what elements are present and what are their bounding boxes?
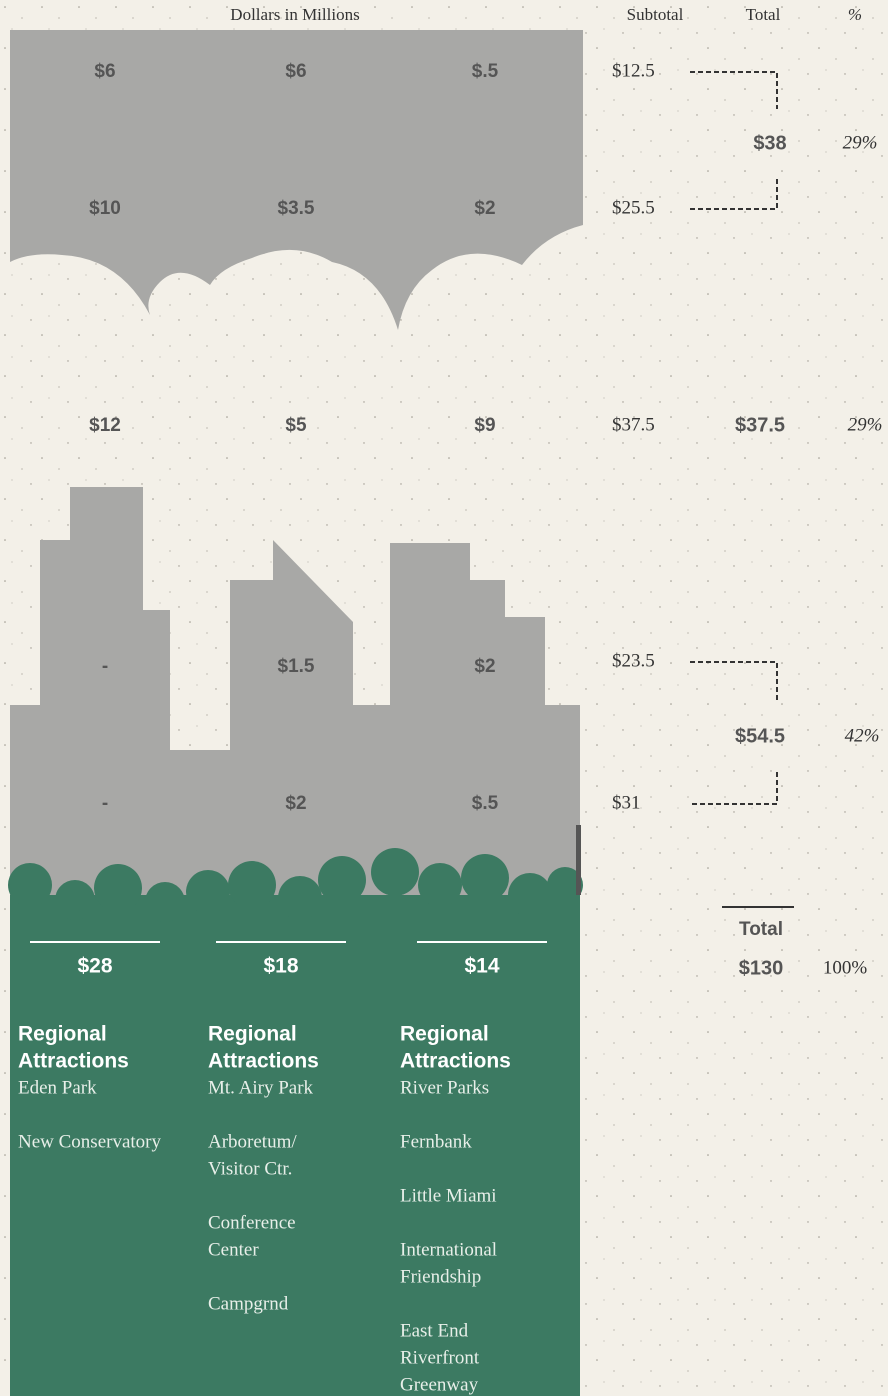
subtotal: $23.5: [612, 650, 655, 671]
subtotal: $12.5: [612, 60, 655, 81]
item-label: Friendship: [400, 1266, 481, 1287]
subtotal-header: Subtotal: [627, 5, 684, 24]
cell-value: $6: [94, 61, 115, 82]
cell-value: $5: [285, 415, 307, 436]
trees: [8, 848, 583, 1396]
item-label: Conference: [208, 1212, 296, 1233]
column-heading: Regional: [18, 1023, 107, 1046]
column-heading: Regional: [400, 1023, 489, 1046]
cell-value: $2: [474, 198, 495, 219]
column-heading: Attractions: [400, 1050, 511, 1073]
group-total: $38: [753, 132, 786, 154]
grand-total-percent: 100%: [823, 957, 868, 978]
group-percent: 42%: [845, 725, 880, 746]
column-heading: Attractions: [18, 1050, 129, 1073]
item-label: Fernbank: [400, 1131, 472, 1152]
percent-header: %: [848, 5, 862, 24]
divider: [576, 825, 581, 895]
skyline-shape: [10, 487, 580, 900]
item-label: Visitor Ctr.: [208, 1158, 292, 1179]
grand-total-label: Total: [739, 919, 783, 940]
total-header: Total: [746, 5, 781, 24]
item-label: Campgrnd: [208, 1293, 289, 1314]
item-label: Center: [208, 1239, 259, 1260]
column-total: $18: [263, 955, 298, 978]
cell-value: -: [102, 793, 108, 814]
cell-value: $.5: [472, 61, 499, 82]
item-label: Mt. Airy Park: [208, 1077, 314, 1098]
group-percent: 29%: [848, 414, 883, 435]
subtotal: $37.5: [612, 414, 655, 435]
item-label: River Parks: [400, 1077, 489, 1098]
cell-value: $3.5: [278, 198, 315, 219]
item-label: Eden Park: [18, 1077, 97, 1098]
cell-value: $9: [474, 415, 495, 436]
cell-value: $.5: [472, 793, 499, 814]
column-heading: Regional: [208, 1023, 297, 1046]
bracket: [690, 661, 778, 805]
item-label: International: [400, 1239, 497, 1260]
cell-value: $2: [285, 793, 306, 814]
units-label: Dollars in Millions: [230, 5, 359, 24]
grand-total-value: $130: [739, 957, 784, 979]
cloud-shape: [10, 30, 583, 330]
item-label: Arboretum/: [208, 1131, 297, 1152]
subtotal: $31: [612, 792, 641, 813]
cell-value: $1.5: [278, 656, 315, 677]
group-percent: 29%: [843, 132, 878, 153]
cell-value: $12: [89, 415, 121, 436]
subtotal: $25.5: [612, 197, 655, 218]
column-total: $28: [77, 955, 112, 978]
cell-value: $6: [285, 61, 306, 82]
column-heading: Attractions: [208, 1050, 319, 1073]
cell-value: -: [102, 656, 108, 677]
item-label: Riverfront: [400, 1347, 480, 1368]
cell-value: $10: [89, 198, 121, 219]
group-total: $37.5: [735, 414, 785, 436]
bracket: [690, 71, 778, 210]
item-label: New Conservatory: [18, 1131, 161, 1152]
column-total: $14: [464, 955, 499, 978]
item-label: Little Miami: [400, 1185, 497, 1206]
cell-value: $2: [474, 656, 495, 677]
item-label: East End: [400, 1320, 469, 1341]
group-total: $54.5: [735, 725, 785, 747]
item-label: Greenway: [400, 1374, 479, 1395]
